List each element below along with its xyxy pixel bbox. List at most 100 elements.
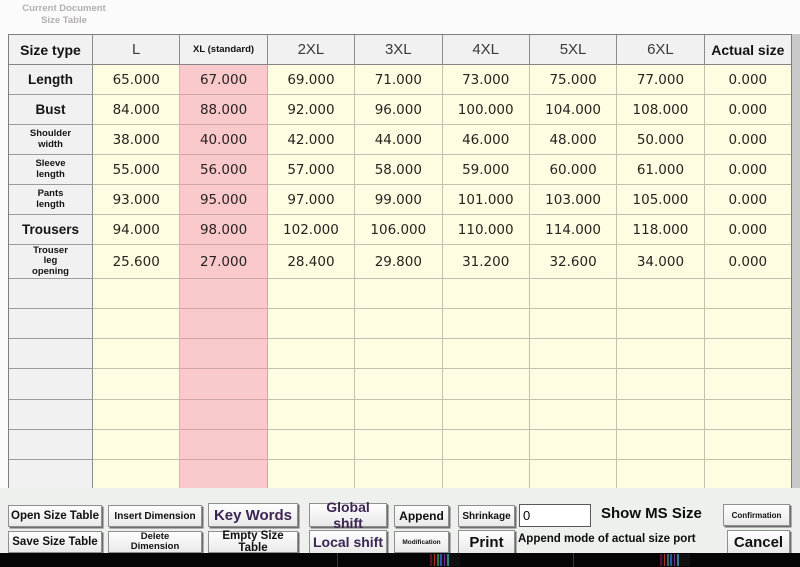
empty-row-label[interactable] [9,339,93,370]
empty-cell[interactable] [704,279,791,310]
size-value-cell[interactable]: 32.600 [529,245,618,279]
empty-cell[interactable] [704,429,791,460]
empty-cell[interactable] [267,279,356,310]
empty-cell[interactable] [529,429,618,460]
empty-cell[interactable] [267,309,356,340]
column-header-6xl[interactable]: 6XL [617,35,705,65]
empty-row-label[interactable] [9,399,93,430]
empty-size-table-button[interactable]: Empty Size Table [208,530,298,554]
size-value-cell[interactable]: 59.000 [442,155,530,185]
local-shift-button[interactable]: Local shift [309,530,387,554]
empty-cell[interactable] [704,339,791,370]
empty-cell[interactable] [267,339,356,370]
size-value-cell[interactable]: 29.800 [355,245,443,279]
save-size-table-button[interactable]: Save Size Table [8,531,102,553]
row-label[interactable]: Pants length [9,185,93,215]
row-label[interactable]: Sleeve length [9,155,93,185]
column-header-3xl[interactable]: 3XL [355,35,443,65]
size-value-cell[interactable]: 31.200 [442,245,530,279]
empty-cell[interactable] [617,339,705,370]
empty-cell[interactable] [267,459,356,490]
size-value-cell[interactable]: 0.000 [704,155,791,185]
size-value-cell[interactable]: 104.000 [529,95,618,125]
empty-cell[interactable] [180,369,268,400]
empty-row-label[interactable] [9,429,93,460]
shrinkage-button[interactable]: Shrinkage [458,505,515,527]
key-words-button[interactable]: Key Words [208,503,298,527]
size-value-cell[interactable]: 114.000 [529,215,618,245]
empty-cell[interactable] [93,309,181,340]
empty-cell[interactable] [442,429,530,460]
confirmation-button[interactable]: Confirmation [723,504,790,526]
size-value-cell[interactable]: 108.000 [617,95,705,125]
append-button[interactable]: Append [394,505,449,527]
empty-cell[interactable] [529,279,618,310]
empty-cell[interactable] [529,309,618,340]
empty-cell[interactable] [442,399,530,430]
row-label[interactable]: Bust [9,95,93,125]
column-header-4xl[interactable]: 4XL [442,35,530,65]
column-header-l[interactable]: L [93,35,181,65]
size-value-cell[interactable]: 71.000 [355,65,443,95]
row-label[interactable]: Length [9,65,93,95]
size-value-cell[interactable]: 100.000 [442,95,530,125]
size-value-cell[interactable]: 0.000 [704,245,791,279]
modification-button[interactable]: Modification [394,531,449,553]
empty-cell[interactable] [617,279,705,310]
empty-cell[interactable] [93,339,181,370]
empty-cell[interactable] [180,399,268,430]
empty-cell[interactable] [442,369,530,400]
empty-cell[interactable] [93,369,181,400]
empty-cell[interactable] [704,369,791,400]
column-header-xl-standard[interactable]: XL (standard) [180,35,268,65]
empty-cell[interactable] [93,429,181,460]
size-value-cell[interactable]: 50.000 [617,125,705,155]
size-value-cell[interactable]: 98.000 [180,215,268,245]
size-value-cell[interactable]: 106.000 [355,215,443,245]
empty-cell[interactable] [180,459,268,490]
empty-cell[interactable] [442,309,530,340]
empty-cell[interactable] [617,429,705,460]
size-value-cell[interactable]: 69.000 [267,65,356,95]
empty-cell[interactable] [704,309,791,340]
global-shift-button[interactable]: Global shift [309,499,387,531]
column-header-actual-size[interactable]: Actual size [704,35,791,65]
size-value-cell[interactable]: 57.000 [267,155,356,185]
column-header-5xl[interactable]: 5XL [529,35,618,65]
row-label[interactable]: Shoulder width [9,125,93,155]
size-value-cell[interactable]: 110.000 [442,215,530,245]
size-value-cell[interactable]: 34.000 [617,245,705,279]
size-value-cell[interactable]: 102.000 [267,215,356,245]
empty-cell[interactable] [442,339,530,370]
size-value-cell[interactable]: 95.000 [180,185,268,215]
size-value-cell[interactable]: 44.000 [355,125,443,155]
empty-cell[interactable] [180,429,268,460]
column-header-2xl[interactable]: 2XL [267,35,356,65]
empty-row-label[interactable] [9,459,93,490]
empty-cell[interactable] [617,369,705,400]
empty-cell[interactable] [529,399,618,430]
empty-cell[interactable] [617,459,705,490]
size-value-cell[interactable]: 94.000 [93,215,181,245]
size-value-cell[interactable]: 88.000 [180,95,268,125]
empty-row-label[interactable] [9,309,93,340]
column-header-size-type[interactable]: Size type [9,35,93,65]
size-value-cell[interactable]: 77.000 [617,65,705,95]
empty-cell[interactable] [355,279,443,310]
empty-cell[interactable] [267,399,356,430]
empty-cell[interactable] [529,459,618,490]
empty-cell[interactable] [180,309,268,340]
empty-cell[interactable] [442,279,530,310]
empty-cell[interactable] [529,369,618,400]
size-value-cell[interactable]: 73.000 [442,65,530,95]
empty-cell[interactable] [93,459,181,490]
empty-cell[interactable] [355,369,443,400]
empty-cell[interactable] [355,399,443,430]
size-value-cell[interactable]: 27.000 [180,245,268,279]
size-value-cell[interactable]: 96.000 [355,95,443,125]
delete-dimension-button[interactable]: Delete Dimension [108,531,202,553]
empty-cell[interactable] [355,429,443,460]
size-value-cell[interactable]: 0.000 [704,65,791,95]
size-value-cell[interactable]: 0.000 [704,95,791,125]
empty-cell[interactable] [180,279,268,310]
